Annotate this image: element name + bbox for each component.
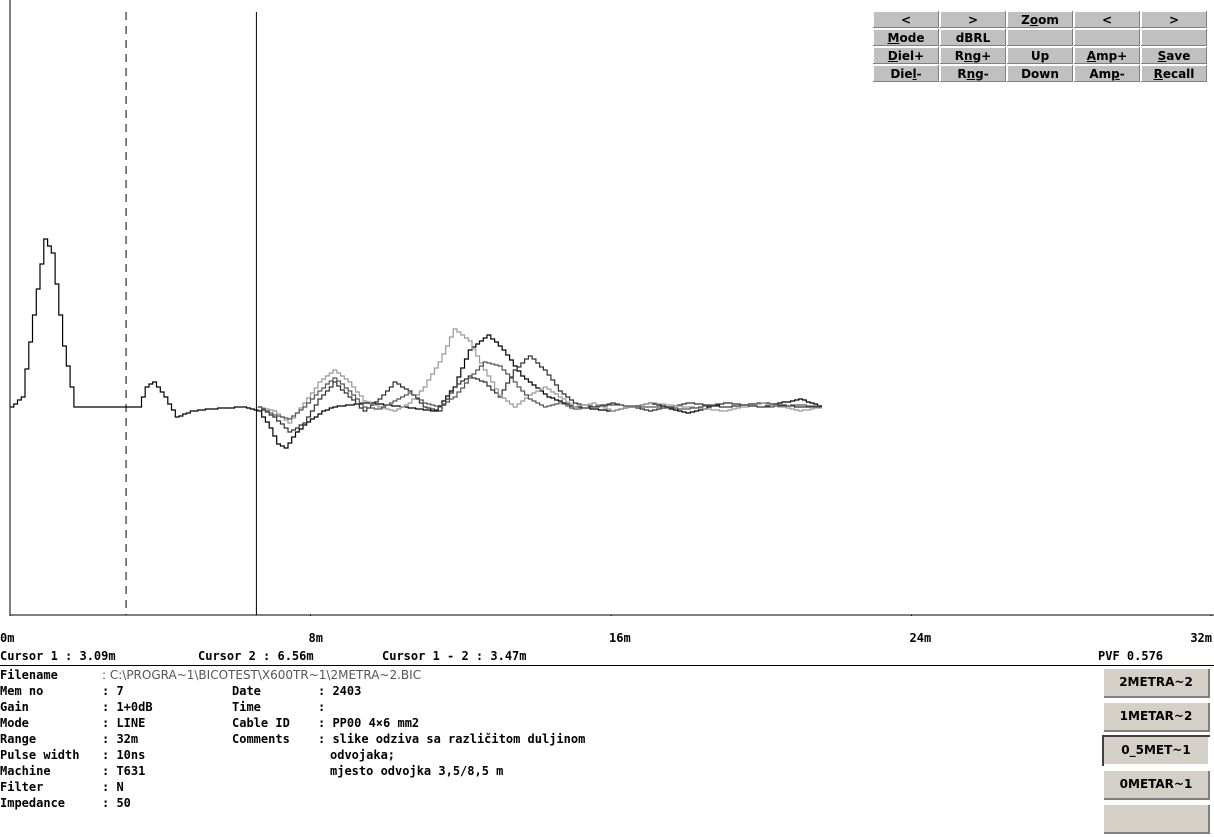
toolbar-btn-zoom-r0c2[interactable]: Zoom [1006, 10, 1074, 29]
cursor2-readout: Cursor 2 : 6.56m [198, 649, 314, 663]
cursor-delta-readout: Cursor 1 - 2 : 3.47m [382, 649, 527, 663]
date-value: : 2403 [318, 684, 362, 698]
memno-label: Mem no [0, 684, 44, 698]
file-button-0[interactable]: 2METRA~2 [1102, 667, 1210, 698]
impedance-value: : 50 [102, 796, 131, 810]
trace-series-3 [257, 361, 822, 420]
toolbar-btn-label: Rng- [957, 66, 989, 81]
cursor-readout-bar: Cursor 1 : 3.09m Cursor 2 : 6.56m Cursor… [0, 649, 1214, 666]
gain-value: : 1+0dB [102, 700, 153, 714]
toolbar-btn-label: < [900, 12, 912, 27]
control-toolbar: < > Zoom < > Mode dBRL Diel+ Rng+ Up Amp+ Save Diel-… [872, 10, 1208, 83]
cable-value: : PP00 4×6 mm2 [318, 716, 420, 730]
toolbar-btn-label: Amp- [1089, 66, 1125, 81]
gain-label: Gain [0, 700, 29, 714]
toolbar-btn-save-r2c4[interactable]: Save [1140, 46, 1208, 65]
x-tick-label-3: 24m [909, 631, 932, 645]
time-value: : [318, 700, 326, 714]
comments-label: Comments [232, 732, 290, 746]
toolbar-btn-prev-r0c3[interactable]: < [1073, 10, 1141, 29]
mode-value: : LINE [102, 716, 146, 730]
toolbar-btn-down-r3c2[interactable]: Down [1006, 64, 1074, 83]
toolbar-btn-next-r0c4[interactable]: > [1140, 10, 1208, 29]
toolbar-btn-label: Up [1030, 48, 1050, 63]
pvf-readout: PVF 0.576 [1098, 649, 1164, 663]
toolbar-btn-amp-plus-r2c3[interactable]: Amp+ [1073, 46, 1141, 65]
toolbar-btn-amp-minus-r3c3[interactable]: Amp- [1073, 64, 1141, 83]
toolbar-btn-empty-r1c2 [1006, 28, 1074, 47]
cable-label: Cable ID [232, 716, 290, 730]
file-button-4[interactable] [1102, 803, 1210, 834]
file-button-2[interactable]: 0_5MET~1 [1102, 735, 1210, 766]
toolbar-btn-label: Save [1157, 48, 1191, 63]
filename-value: : C:\PROGRA~1\BICOTEST\X600TR~1\2METRA~2… [102, 668, 422, 682]
impedance-label: Impedance [0, 796, 66, 810]
machine-label: Machine [0, 764, 51, 778]
toolbar-btn-label: Zoom [1021, 12, 1059, 27]
comments-line1: : slike odziva sa različitom duljinom [318, 732, 586, 746]
range-value: : 32m [102, 732, 139, 746]
cursor1-readout: Cursor 1 : 3.09m [0, 649, 116, 663]
comments-line3: mjesto odvojka 3,5/8,5 m [330, 764, 504, 778]
toolbar-btn-next-r0c1[interactable]: > [939, 10, 1007, 29]
toolbar-btn-empty-r1c3 [1073, 28, 1141, 47]
x-tick-label-2: 16m [609, 631, 631, 645]
machine-value: : T631 [102, 764, 146, 778]
time-label: Time [232, 700, 261, 714]
toolbar-btn-mode-r1c0[interactable]: Mode [872, 28, 940, 47]
toolbar-btn-label: < [1101, 12, 1113, 27]
toolbar-btn-label: Diel+ [887, 48, 925, 63]
toolbar-btn-label: > [967, 12, 979, 27]
toolbar-btn-label: Rng+ [954, 48, 992, 63]
date-label: Date [232, 684, 261, 698]
toolbar-btn-empty-r1c4 [1140, 28, 1208, 47]
toolbar-btn-dbrl-r1c1[interactable]: dBRL [939, 28, 1007, 47]
toolbar-btn-label: dBRL [955, 30, 991, 45]
trace-series-1 [257, 355, 822, 433]
range-label: Range [0, 732, 37, 746]
trace-file-list: 2METRA~2 1METAR~2 0_5MET~1 0METAR~1 [1102, 667, 1214, 837]
x-tick-label-4: 32m [1190, 631, 1212, 645]
toolbar-btn-rng-minus-r3c1[interactable]: Rng- [939, 64, 1007, 83]
pulse-value: : 10ns [102, 748, 146, 762]
toolbar-btn-diel-minus-r3c0[interactable]: Diel- [872, 64, 940, 83]
toolbar-btn-label: Recall [1153, 66, 1195, 81]
toolbar-btn-diel-plus-r2c0[interactable]: Diel+ [872, 46, 940, 65]
mode-label: Mode [0, 716, 29, 730]
trace-info-panel: Filename : C:\PROGRA~1\BICOTEST\X600TR~1… [0, 667, 1100, 837]
toolbar-btn-recall-r3c4[interactable]: Recall [1140, 64, 1208, 83]
toolbar-btn-prev-r0c0[interactable]: < [872, 10, 940, 29]
filter-label: Filter [0, 780, 44, 794]
toolbar-btn-label: Amp+ [1086, 48, 1128, 63]
memno-value: : 7 [102, 684, 124, 698]
file-button-1[interactable]: 1METAR~2 [1102, 701, 1210, 732]
toolbar-btn-label: Mode [887, 30, 925, 45]
trace-series-0 [10, 238, 822, 449]
trace-series-2 [257, 328, 822, 424]
toolbar-btn-label: > [1168, 12, 1180, 27]
x-tick-label-1: 8m [308, 631, 323, 645]
trace-plot[interactable] [0, 0, 1214, 616]
x-tick-label-0: 0m [0, 631, 15, 645]
filename-label: Filename [0, 668, 58, 682]
toolbar-btn-label: Diel- [890, 66, 922, 81]
pulse-label: Pulse width [0, 748, 80, 762]
toolbar-btn-label: Down [1021, 66, 1059, 81]
toolbar-btn-up-r2c2[interactable]: Up [1006, 46, 1074, 65]
comments-line2: odvojaka; [330, 748, 396, 762]
toolbar-btn-rng-plus-r2c1[interactable]: Rng+ [939, 46, 1007, 65]
filter-value: : N [102, 780, 124, 794]
file-button-3[interactable]: 0METAR~1 [1102, 769, 1210, 800]
